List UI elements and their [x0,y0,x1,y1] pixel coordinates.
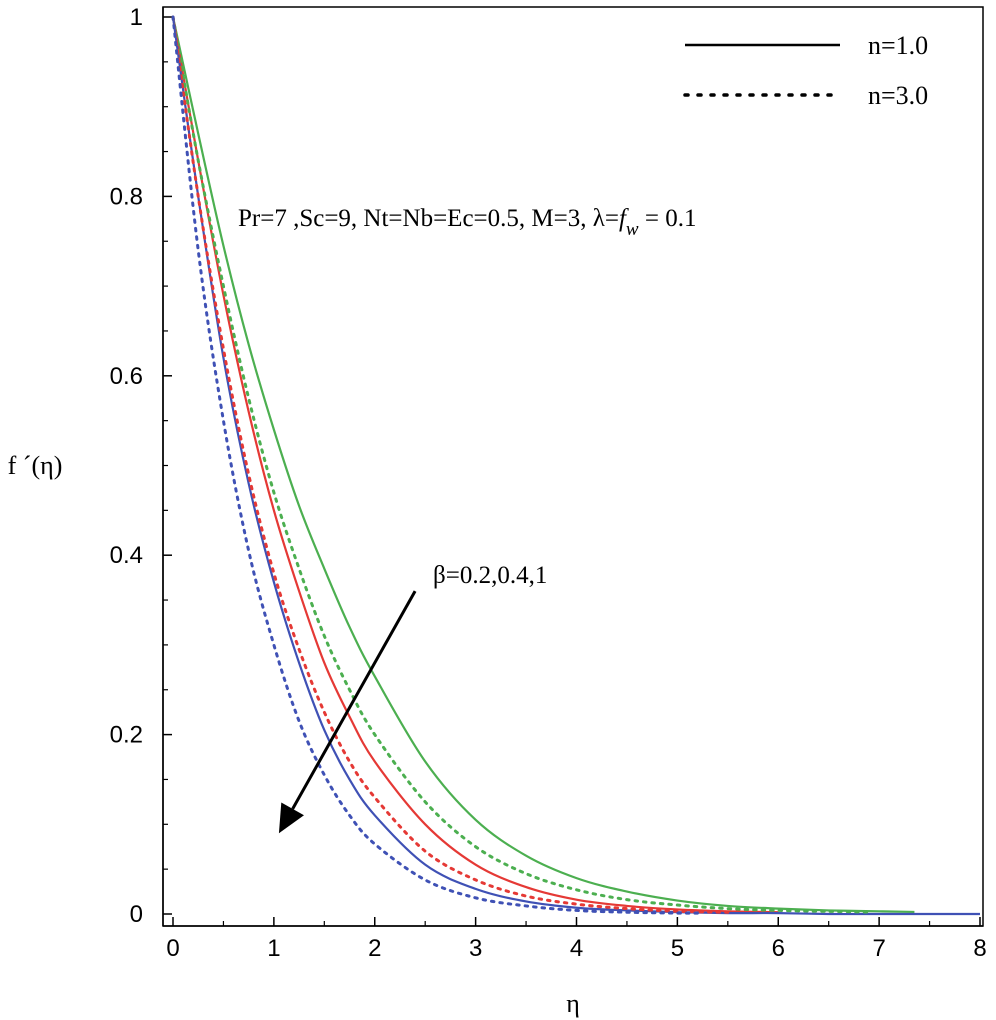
y-tick-label: 0.6 [110,363,143,390]
x-tick-label: 3 [469,935,482,962]
legend-label-1: n=1.0 [868,31,928,60]
series-line-2 [171,16,779,914]
arrow-shaft [291,590,417,810]
arrow-head [278,802,304,834]
params-tail: = 0.1 [639,205,697,232]
series-line-4 [171,15,871,914]
y-axis-title: f ´(η) [8,451,63,480]
beta-arrow [278,590,417,834]
x-tick-label: 5 [671,935,684,962]
y-tick-label: 0 [130,901,143,928]
y-tick-label: 0.2 [110,722,143,749]
series-line-5 [171,15,730,914]
parameters-annotation: Pr=7 ,Sc=9, Nt=Nb=Ec=0.5, M=3, λ=fw = 0.… [238,205,696,240]
y-tick-label: 1 [130,4,143,31]
x-axis-title: η [566,989,580,1018]
series-group [171,15,980,916]
x-tick-label: 8 [973,935,986,962]
x-tick-label: 6 [772,935,785,962]
x-tick-label: 4 [570,935,583,962]
params-fw: f [619,205,629,232]
axes: 0 1 2 3 4 5 6 7 8 0 0.2 0.4 0.6 0.8 1 [110,4,987,962]
series-line-1 [171,16,915,914]
beta-annotation: β=0.2,0.4,1 [433,562,547,589]
x-tick-label: 7 [872,935,885,962]
x-tick-label: 1 [267,935,280,962]
x-tick-label: 2 [368,935,381,962]
y-tick-label: 0.4 [110,542,143,569]
params-fw-sub: w [626,219,639,240]
legend-label-2: n=3.0 [868,81,928,110]
y-tick-label: 0.8 [110,183,143,210]
x-tick-label: 0 [166,935,179,962]
params-prefix: Pr=7 ,Sc=9, Nt=Nb=Ec=0.5, M=3, λ= [238,205,619,232]
series-line-6 [171,15,700,915]
legend: n=1.0 n=3.0 [683,31,928,110]
series-line-3 [171,16,980,916]
